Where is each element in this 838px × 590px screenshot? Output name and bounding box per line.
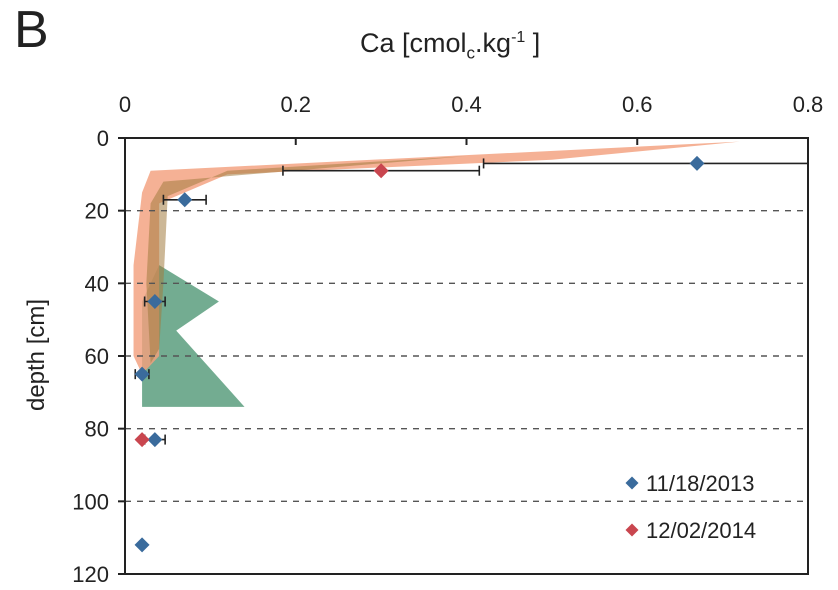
x-axis-title-sup: -1 [511,29,526,46]
data-point-2013 [147,432,163,448]
panel-label: B [14,1,49,59]
legend-marker [625,523,639,537]
x-tick-label: 0.4 [451,92,482,117]
gridlines [125,209,808,503]
x-tick-label: 0.6 [622,92,653,117]
data-points [134,155,705,553]
x-tick-label: 0 [119,92,131,117]
legend-label: 11/18/2013 [646,471,754,496]
data-point-2013 [134,366,150,382]
y-axis-label: depth [cm] [23,299,50,411]
legend-marker [625,476,639,490]
x-tick-label: 0.2 [280,92,311,117]
y-tick-label: 80 [85,417,109,442]
legend-label: 12/02/2014 [646,518,756,543]
band-11-18-2013 [142,265,245,407]
ticks: 0 0.2 0.4 0.6 0.8 0 20 40 60 80 100 120 [72,92,823,587]
y-tick-label: 20 [85,199,109,224]
x-axis-title-sub: c [466,43,476,63]
data-point-2013 [147,294,163,309]
data-point-2014 [134,432,150,448]
x-axis-title-main: Ca [cmol [360,28,467,58]
y-tick-label: 60 [85,344,109,369]
uncertainty-bands [133,141,740,407]
x-axis-title: Ca [cmolc.kg-1 ] [360,28,541,63]
data-point-2013 [177,192,193,208]
y-tick-label: 100 [72,489,109,514]
band-12-02-2014 [133,141,740,375]
data-point-2013 [689,155,705,171]
y-tick-label: 0 [97,126,109,151]
x-axis-title-end: ] [525,28,541,58]
data-point-2014 [373,163,389,179]
data-point-2013 [134,537,150,553]
y-tick-label: 40 [85,271,109,296]
y-tick-label: 120 [72,562,109,587]
x-tick-label: 0.8 [793,92,824,117]
legend: 11/18/2013 12/02/2014 [625,471,756,543]
x-axis-title-mid: .kg [475,28,512,58]
